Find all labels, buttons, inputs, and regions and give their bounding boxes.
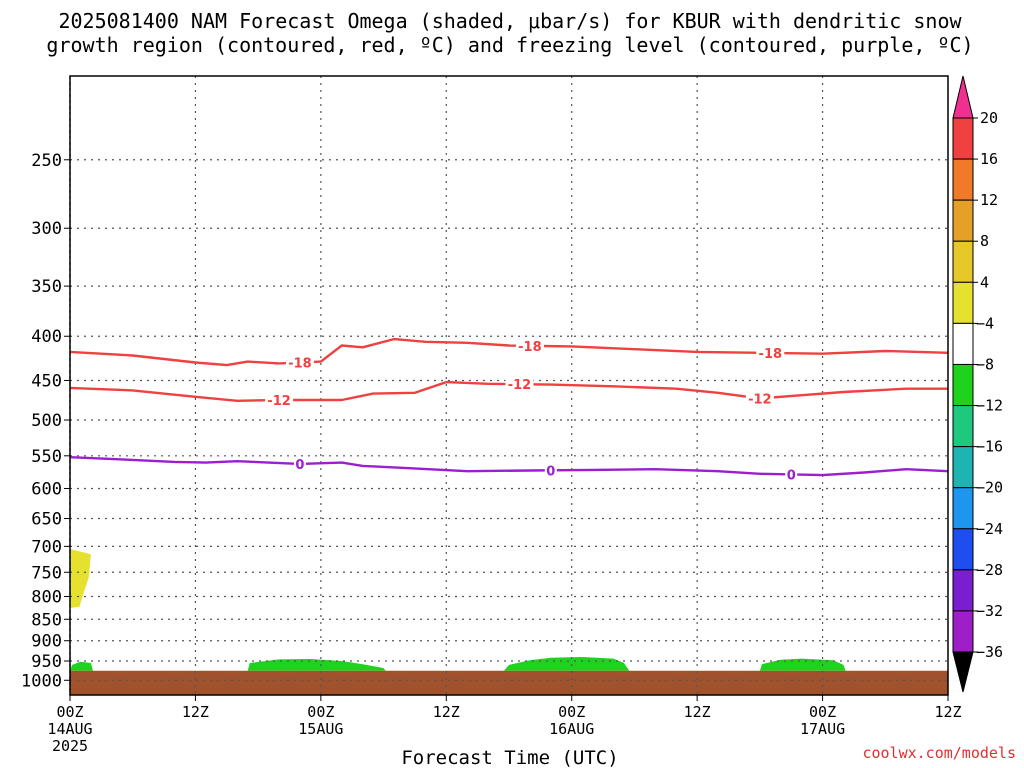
omega-shaded-region-1 bbox=[70, 661, 93, 671]
colorbar-label-8: −16 bbox=[976, 438, 1003, 456]
colorbar-segment-0 bbox=[952, 117, 974, 160]
colorbar-legend: 20 16 12 8 4 −4 −8 −12 −16 −20 −24 −28 −32 −36 bbox=[952, 75, 1003, 693]
y-tick-label-14: 950 bbox=[31, 652, 62, 672]
y-tick-label-12: 850 bbox=[31, 610, 62, 630]
x-tick-label-1-0: 12Z bbox=[182, 703, 209, 721]
contour-label-1-1: -12 bbox=[508, 378, 532, 393]
contour-line-1 bbox=[69, 380, 948, 402]
colorbar-segment-6 bbox=[952, 363, 974, 407]
colorbar-label-9: −20 bbox=[976, 479, 1003, 497]
y-tick-label-8: 650 bbox=[31, 510, 62, 530]
colorbar-segment-11 bbox=[952, 569, 974, 612]
x-tick-label-0-0: 00Z bbox=[56, 703, 83, 721]
colorbar-segment-1 bbox=[952, 158, 974, 201]
contour-line-2 bbox=[69, 456, 949, 477]
colorbar-label-4: 4 bbox=[980, 273, 989, 291]
contour-label-2-0: 0 bbox=[295, 458, 304, 473]
colorbar-label-6: −8 bbox=[976, 355, 994, 373]
contour-label-0-2: -18 bbox=[759, 347, 783, 362]
colorbar-bottom-triangle bbox=[952, 651, 974, 693]
omega-shaded-region-2 bbox=[247, 659, 386, 671]
credit-text: coolwx.com/models bbox=[862, 744, 1016, 762]
colorbar-segment-5 bbox=[952, 322, 974, 365]
contour-label-bg-2-1 bbox=[544, 463, 557, 478]
contour-label-0-0: -18 bbox=[288, 357, 312, 372]
y-tick-label-6: 550 bbox=[31, 447, 62, 467]
x-axis-label: Forecast Time (UTC) bbox=[401, 747, 618, 768]
colorbar-top-triangle bbox=[952, 75, 974, 119]
colorbar-segment-8 bbox=[952, 446, 974, 489]
x-tick-label-6-1: 17AUG bbox=[800, 720, 845, 738]
colorbar-label-3: 8 bbox=[980, 232, 989, 250]
y-tick-label-10: 750 bbox=[31, 563, 62, 583]
chart-title-line-2: growth region (contoured, red, ºC) and f… bbox=[46, 33, 973, 57]
x-tick-label-2-1: 15AUG bbox=[298, 720, 343, 738]
contour-label-bg-1-0 bbox=[265, 392, 294, 407]
colorbar-label-10: −24 bbox=[976, 520, 1003, 538]
omega-shaded-region-0 bbox=[70, 549, 91, 608]
x-tick-label-2-0: 00Z bbox=[307, 703, 334, 721]
contour-label-bg-1-1 bbox=[505, 377, 534, 392]
x-tick-label-4-0: 00Z bbox=[558, 703, 585, 721]
contour-label-2-1: 0 bbox=[546, 464, 555, 479]
contour-line-0 bbox=[69, 337, 949, 367]
x-tick-label-5-0: 12Z bbox=[684, 703, 711, 721]
contour-label-bg-0-2 bbox=[756, 345, 785, 360]
colorbar-segment-2 bbox=[952, 199, 974, 242]
colorbar-label-13: −36 bbox=[976, 643, 1003, 661]
contour-label-1-2: -12 bbox=[748, 392, 772, 407]
y-tick-label-2: 350 bbox=[31, 277, 62, 297]
y-tick-label-13: 900 bbox=[31, 632, 62, 652]
x-tick-label-3-0: 12Z bbox=[433, 703, 460, 721]
contour-label-bg-0-0 bbox=[285, 355, 314, 370]
y-tick-label-15: 1000 bbox=[21, 671, 62, 691]
x-tick-label-0-1: 14AUG bbox=[47, 720, 92, 738]
colorbar-segment-10 bbox=[952, 528, 974, 571]
x-tick-label-6-0: 00Z bbox=[809, 703, 836, 721]
colorbar-segment-9 bbox=[952, 487, 974, 530]
colorbar-label-11: −28 bbox=[976, 561, 1003, 579]
contour-label-bg-1-2 bbox=[745, 391, 774, 406]
y-tick-label-4: 450 bbox=[31, 371, 62, 391]
y-tick-label-3: 400 bbox=[31, 327, 62, 347]
x-tick-label-7-0: 12Z bbox=[934, 703, 961, 721]
omega-shaded-region-4 bbox=[759, 658, 846, 671]
x-tick-label-0-2: 2025 bbox=[52, 737, 88, 755]
y-tick-label-9: 700 bbox=[31, 537, 62, 557]
contour-label-1-0: -12 bbox=[267, 394, 291, 409]
contour-label-2-2: 0 bbox=[787, 468, 796, 483]
plot-frame bbox=[69, 75, 949, 696]
y-tick-label-11: 800 bbox=[31, 587, 62, 607]
plot-area: -18 -18 -18 -12 -12 -12 0 0 0 250 300 350 400 450 500 5… bbox=[21, 75, 962, 755]
colorbar-label-2: 12 bbox=[980, 191, 998, 209]
contour-label-bg-2-0 bbox=[293, 456, 306, 471]
contour-label-bg-0-1 bbox=[515, 338, 544, 353]
colorbar-segment-4 bbox=[952, 281, 974, 324]
colorbar-label-12: −32 bbox=[976, 602, 1003, 620]
omega-shaded-region-3 bbox=[503, 657, 630, 671]
colorbar-segment-12 bbox=[952, 610, 974, 653]
colorbar-segment-7 bbox=[952, 405, 974, 448]
contour-label-0-1: -18 bbox=[518, 340, 542, 355]
chart-title: 2025081400 NAM Forecast Omega (shaded, μ… bbox=[46, 9, 973, 57]
y-tick-label-7: 600 bbox=[31, 479, 62, 499]
x-tick-label-4-1: 16AUG bbox=[549, 720, 594, 738]
colorbar-label-1: 16 bbox=[980, 150, 998, 168]
y-tick-label-0: 250 bbox=[31, 151, 62, 171]
colorbar-label-5: −4 bbox=[976, 314, 994, 332]
colorbar-label-7: −12 bbox=[976, 397, 1003, 415]
chart-title-line-1: 2025081400 NAM Forecast Omega (shaded, μ… bbox=[58, 9, 962, 33]
ground-fill bbox=[70, 670, 948, 695]
colorbar-segment-3 bbox=[952, 240, 974, 283]
colorbar-label-0: 20 bbox=[980, 109, 998, 127]
y-tick-label-5: 500 bbox=[31, 411, 62, 431]
y-tick-label-1: 300 bbox=[31, 219, 62, 239]
contour-label-bg-2-2 bbox=[785, 467, 798, 482]
